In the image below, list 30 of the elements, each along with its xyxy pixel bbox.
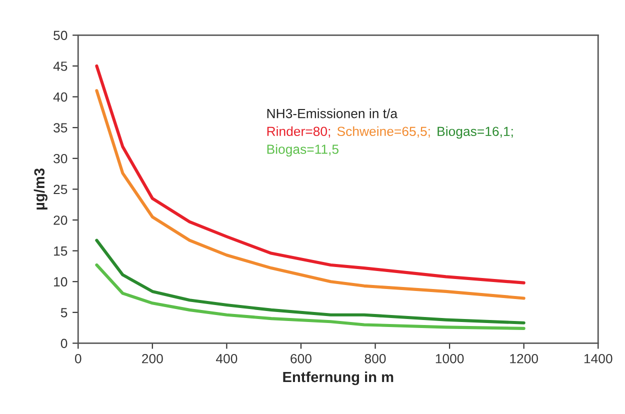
- x-tick-label: 1000: [436, 354, 464, 364]
- x-tick-label: 800: [364, 354, 386, 364]
- line-series: [95, 64, 526, 284]
- y-tick-label: 25: [54, 184, 68, 194]
- line-series: [95, 89, 526, 300]
- text: Biogas=16,1;: [438, 126, 513, 139]
- y-tick-label: 10: [54, 277, 68, 287]
- y-tick-label: 5: [60, 308, 68, 318]
- x-axis-title: Entfernung in m: [283, 371, 394, 386]
- y-tick-label: 40: [53, 92, 68, 102]
- y-tick-label: 30: [54, 154, 68, 164]
- x-tick-label: 0: [74, 354, 82, 364]
- text: Biogas=11,5: [267, 144, 338, 157]
- line-series: [95, 263, 526, 330]
- y-tick-label: 50: [54, 30, 68, 40]
- x-tick-label: 200: [142, 354, 163, 364]
- x-tick-label: 400: [216, 354, 238, 364]
- y-tick-label: 45: [53, 62, 68, 71]
- x-tick-label: 1400: [584, 354, 612, 364]
- x-tick-label: 1200: [510, 354, 538, 364]
- y-tick-label: 0: [60, 338, 68, 348]
- y-axis-title: µg/m3: [34, 168, 48, 210]
- line-series: [95, 238, 526, 324]
- legend-title: NH3-Emissionen in t/a: [267, 108, 398, 118]
- text: Schweine=65,5;: [337, 126, 430, 138]
- y-tick-label: 35: [54, 123, 68, 133]
- y-tick-label: 20: [54, 216, 68, 225]
- y-tick-label: 15: [54, 246, 68, 256]
- text: Rinder=80;: [267, 126, 330, 138]
- x-tick-label: 600: [290, 354, 312, 364]
